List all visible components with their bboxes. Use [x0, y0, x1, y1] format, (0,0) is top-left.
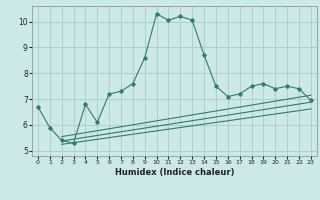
X-axis label: Humidex (Indice chaleur): Humidex (Indice chaleur) [115, 168, 234, 177]
